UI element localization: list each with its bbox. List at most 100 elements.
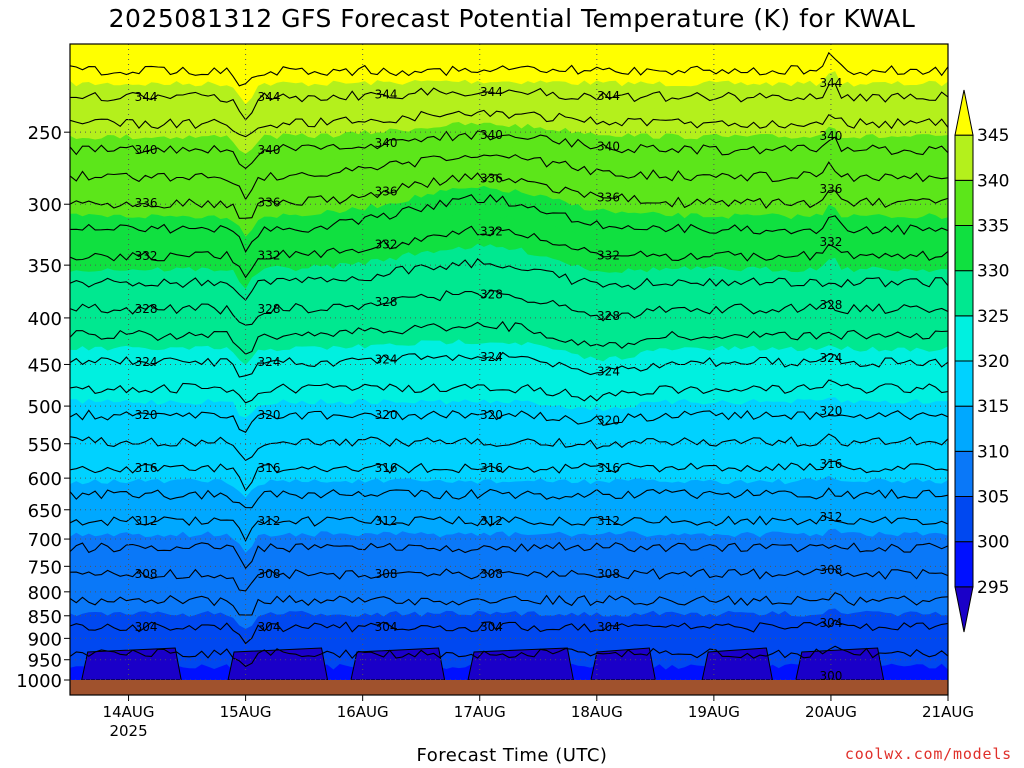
contour-label: 308 bbox=[480, 567, 503, 581]
y-tick-label: 550 bbox=[28, 435, 62, 456]
contour-label: 320 bbox=[819, 404, 842, 418]
contour-label: 336 bbox=[258, 196, 281, 210]
contour-label: 316 bbox=[819, 457, 842, 471]
colorbar-label: 335 bbox=[977, 217, 1009, 237]
contour-label: 332 bbox=[258, 249, 281, 263]
contour-label: 300 bbox=[819, 669, 842, 683]
contour-label: 312 bbox=[375, 514, 398, 528]
credit-text: coolwx.com/models bbox=[844, 745, 1012, 763]
cold-pool bbox=[81, 647, 182, 681]
y-tick-label: 600 bbox=[28, 469, 62, 490]
chart-title: 2025081312 GFS Forecast Potential Temper… bbox=[108, 4, 916, 33]
y-tick-label: 750 bbox=[28, 557, 62, 578]
contour-label: 340 bbox=[258, 143, 281, 157]
y-tick-label: 700 bbox=[28, 530, 62, 551]
x-tick-label: 19AUG bbox=[688, 703, 740, 721]
colorbar-label: 340 bbox=[977, 171, 1009, 191]
x-tick-label: 21AUG bbox=[922, 703, 974, 721]
y-tick-label: 350 bbox=[28, 256, 62, 277]
contour-label: 328 bbox=[480, 287, 503, 301]
contour-label: 344 bbox=[597, 89, 620, 103]
contour-label: 304 bbox=[258, 620, 281, 634]
isotherm-line bbox=[69, 514, 949, 543]
y-tick-label: 300 bbox=[28, 195, 62, 216]
colorbar-segment bbox=[954, 270, 974, 317]
contour-label: 336 bbox=[135, 196, 158, 210]
contour-label: 308 bbox=[258, 567, 281, 581]
isotherm-line bbox=[69, 433, 949, 461]
y-tick-label: 500 bbox=[28, 397, 62, 418]
contour-label: 344 bbox=[819, 76, 842, 90]
contour-label: 336 bbox=[819, 182, 842, 196]
x-tick-label: 14AUG bbox=[103, 703, 155, 721]
contour-label: 328 bbox=[597, 309, 620, 323]
isotherm-line bbox=[69, 257, 949, 301]
contour-label: 344 bbox=[258, 90, 281, 104]
x-tick-label: 15AUG bbox=[220, 703, 272, 721]
isotherm-line bbox=[69, 541, 949, 570]
colorbar-arrow-bottom bbox=[954, 586, 974, 633]
y-tick-label: 950 bbox=[28, 651, 62, 672]
contour-label: 320 bbox=[135, 408, 158, 422]
contour-label: 304 bbox=[135, 620, 158, 634]
contour-label: 340 bbox=[375, 136, 398, 150]
colorbar-segment bbox=[954, 315, 974, 362]
colorbar-segment bbox=[954, 179, 974, 226]
contour-label: 324 bbox=[258, 355, 281, 369]
contour-label: 324 bbox=[375, 353, 398, 367]
colorbar-label: 310 bbox=[977, 442, 1009, 462]
isotherm-line bbox=[69, 645, 949, 668]
contour-label: 316 bbox=[258, 461, 281, 475]
contour-label: 324 bbox=[597, 364, 620, 378]
isotherm-line bbox=[69, 51, 949, 87]
contour-label: 316 bbox=[597, 461, 620, 475]
contour-label: 324 bbox=[135, 355, 158, 369]
contour-label: 304 bbox=[597, 620, 620, 634]
contour-label: 332 bbox=[819, 235, 842, 249]
contour-label: 332 bbox=[375, 238, 398, 252]
contour-label: 336 bbox=[597, 190, 620, 204]
y-tick-label: 800 bbox=[28, 583, 62, 604]
contour-label: 336 bbox=[375, 185, 398, 199]
cold-pool bbox=[701, 647, 774, 681]
plot-frame bbox=[69, 43, 949, 696]
x-tick-sublabel: 2025 bbox=[109, 722, 147, 740]
contour-label: 312 bbox=[819, 510, 842, 524]
colorbar-segment bbox=[954, 496, 974, 543]
colorbar-label: 305 bbox=[977, 488, 1009, 508]
isotherm-line bbox=[69, 154, 949, 201]
x-tick-label: 18AUG bbox=[571, 703, 623, 721]
isotherm-line bbox=[69, 619, 949, 645]
y-tick-label: 650 bbox=[28, 501, 62, 522]
colorbar-label: 295 bbox=[977, 578, 1009, 598]
isotherm-line bbox=[69, 487, 949, 509]
contour-label: 332 bbox=[135, 249, 158, 263]
contour-label: 332 bbox=[597, 249, 620, 263]
contour-label: 312 bbox=[480, 514, 503, 528]
contour-label: 312 bbox=[135, 514, 158, 528]
contour-label: 316 bbox=[480, 461, 503, 475]
isotherm-line bbox=[69, 568, 949, 592]
contour-label: 308 bbox=[135, 567, 158, 581]
contour-label: 344 bbox=[375, 88, 398, 102]
y-tick-label: 850 bbox=[28, 607, 62, 628]
y-tick-label: 450 bbox=[28, 355, 62, 376]
contour-label: 328 bbox=[375, 295, 398, 309]
contour-label: 308 bbox=[597, 567, 620, 581]
colorbar-label: 345 bbox=[977, 126, 1009, 146]
colorbar-segment bbox=[954, 360, 974, 407]
y-tick-label: 900 bbox=[28, 629, 62, 650]
isotherm-line bbox=[69, 225, 949, 279]
y-tick-label: 1000 bbox=[16, 671, 62, 692]
colorbar-segment bbox=[954, 225, 974, 272]
isotherm-line bbox=[69, 109, 949, 138]
contour-label: 320 bbox=[258, 408, 281, 422]
isotherm-line bbox=[69, 379, 949, 404]
contour-label: 336 bbox=[480, 171, 503, 185]
x-axis-label: Forecast Time (UTC) bbox=[416, 745, 608, 766]
x-tick-label: 16AUG bbox=[337, 703, 389, 721]
isotherm-line bbox=[69, 351, 949, 378]
ground-strip bbox=[70, 680, 948, 695]
colorbar-arrow-top bbox=[954, 89, 974, 136]
x-tick-label: 17AUG bbox=[454, 703, 506, 721]
